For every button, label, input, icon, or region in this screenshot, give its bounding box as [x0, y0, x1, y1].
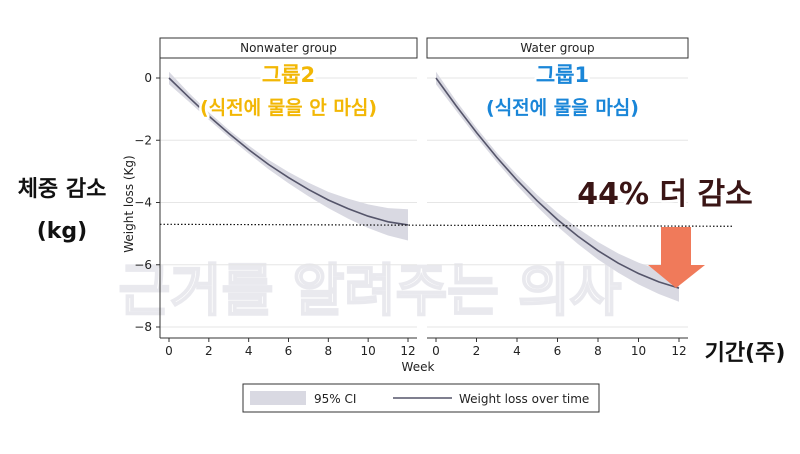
ci-band-2 — [436, 71, 679, 302]
panel-annotation-subtitle-2: (식전에 물을 마심) — [486, 97, 639, 119]
y-tick-label: −6 — [134, 258, 152, 272]
legend-ci-label: 95% CI — [314, 392, 356, 406]
x-tick-label: 0 — [165, 344, 173, 358]
panel-annotation-title-1: 그룹2 — [262, 63, 315, 87]
panel-strip-label-1: Nonwater group — [240, 41, 337, 55]
x-axis-title: Week — [402, 360, 435, 374]
panel-strip-1 — [159, 37, 418, 59]
y-tick-label: −8 — [134, 320, 152, 334]
x-tick-label: 8 — [594, 344, 602, 358]
overlay-x-label: 기간(주) — [705, 341, 786, 366]
x-tick-label: 10 — [631, 344, 646, 358]
overlay-y-label-line1: 체중 감소 — [18, 177, 107, 202]
legend-line-label: Weight loss over time — [459, 392, 589, 406]
x-tick-label: 12 — [671, 344, 686, 358]
x-tick-label: 4 — [513, 344, 521, 358]
watermark-text: 근거를 알려주는 의사 — [119, 259, 622, 324]
callout-text: 44% 더 감소 — [577, 177, 753, 212]
legend-ci-swatch — [250, 391, 306, 405]
y-tick-label: 0 — [144, 71, 152, 85]
overlay-y-label-line2: (kg) — [37, 219, 88, 244]
panels-group: Nonwater group 0 2 4 6 8 10 12 0 −2 −4 −6 −8 그룹2 (식전에 … — [134, 37, 689, 358]
series-line-2 — [435, 77, 680, 289]
legend: 95% CI Weight loss over time — [242, 383, 600, 413]
series-line-1 — [168, 77, 409, 226]
x-tick-label: 8 — [325, 344, 333, 358]
x-tick-label: 2 — [473, 344, 481, 358]
x-tick-label: 10 — [361, 344, 376, 358]
panel-annotation-title-2: 그룹1 — [536, 63, 589, 87]
panel-strip-2 — [426, 37, 689, 59]
x-tick-label: 2 — [205, 344, 213, 358]
ci-band-1 — [169, 71, 408, 241]
y-tick-label: −2 — [134, 133, 152, 147]
panel-annotation-subtitle-1: (식전에 물을 안 마심) — [200, 97, 377, 119]
x-tick-label: 6 — [554, 344, 562, 358]
panel-strip-label-2: Water group — [520, 41, 594, 55]
y-axis-title: Weight loss (Kg) — [122, 155, 136, 252]
down-arrow-icon — [648, 227, 705, 288]
y-tick-label: −4 — [134, 196, 152, 210]
reference-line — [159, 223, 734, 227]
x-tick-label: 12 — [400, 344, 415, 358]
x-tick-label: 0 — [432, 344, 440, 358]
x-tick-label: 4 — [245, 344, 253, 358]
x-tick-label: 6 — [285, 344, 293, 358]
